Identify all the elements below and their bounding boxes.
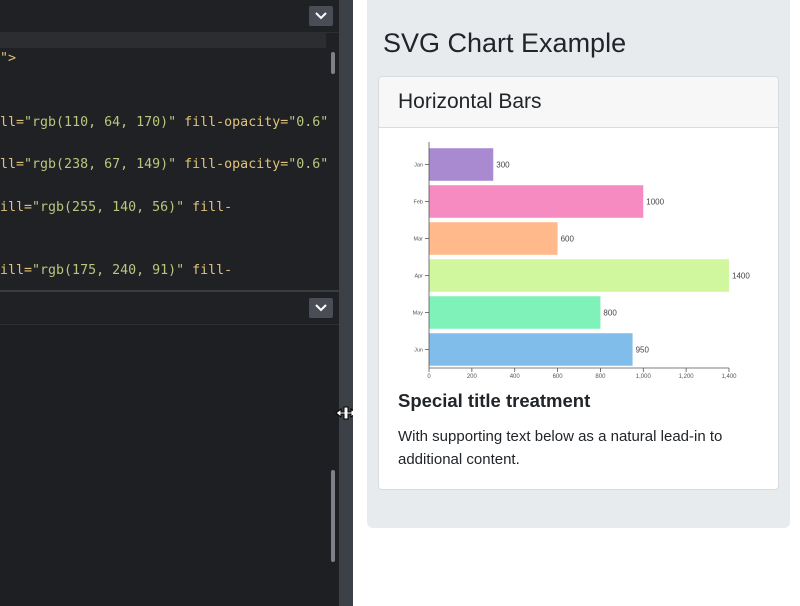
resize-gutter[interactable]: [339, 0, 353, 606]
collapse-pane-button[interactable]: [309, 6, 333, 26]
y-tick-label: Apr: [414, 274, 423, 280]
editor-scrollbar[interactable]: [331, 52, 335, 74]
y-tick-label: Jun: [414, 348, 423, 354]
chart-bar: [429, 333, 633, 366]
editor-pane-html: "> ll="rgb(110, 64, 170)" fill-opacity="…: [0, 0, 339, 290]
bar-value-label: 800: [603, 309, 617, 318]
y-tick-label: May: [413, 311, 424, 317]
bar-value-label: 1400: [732, 272, 750, 281]
code-line[interactable]: ll="rgb(238, 67, 149)" fill-opacity="0.6…: [0, 157, 329, 172]
editor-pane-header: [0, 292, 339, 325]
x-tick-label: 400: [510, 374, 521, 380]
x-tick-label: 0: [427, 374, 431, 380]
bar-value-label: 950: [636, 346, 650, 355]
chart-bar: [429, 259, 729, 292]
page-title: SVG Chart Example: [383, 28, 627, 58]
editor-scrollbar[interactable]: [331, 470, 335, 562]
chart-bar: [429, 222, 558, 255]
card-header-title: Horizontal Bars: [398, 90, 542, 113]
bar-value-label: 600: [561, 235, 575, 244]
x-tick-label: 1,400: [721, 374, 737, 380]
y-tick-label: Mar: [414, 237, 424, 243]
chevron-down-icon: [315, 12, 327, 20]
pane-divider[interactable]: [0, 290, 339, 292]
code-editor: "> ll="rgb(110, 64, 170)" fill-opacity="…: [0, 0, 339, 606]
x-tick-label: 200: [467, 374, 478, 380]
code-line[interactable]: ill="rgb(255, 140, 56)" fill-: [0, 200, 233, 215]
active-line-highlight: [0, 33, 326, 48]
editor-pane-css: [0, 292, 339, 606]
bar-value-label: 300: [496, 161, 510, 170]
horizontal-bar-chart: 300 Jan 1000 Feb 600 Mar 1400 Apr 800 May 950 Jun 0 2…: [413, 142, 750, 380]
code-line[interactable]: ill="rgb(175, 240, 91)" fill-: [0, 263, 233, 278]
code-line[interactable]: ">: [0, 51, 17, 66]
x-tick-label: 600: [553, 374, 564, 380]
chart-bar: [429, 296, 601, 329]
code-line[interactable]: ll="rgb(110, 64, 170)" fill-opacity="0.6…: [0, 115, 329, 130]
y-tick-label: Feb: [414, 200, 423, 206]
x-tick-label: 1,000: [636, 374, 652, 380]
chart-card: Horizontal Bars 300 Jan 1000 Feb 600 Mar 1400 A…: [378, 76, 779, 490]
preview-panel: SVG Chart Example Horizontal Bars 300 Jan…: [353, 0, 800, 606]
y-tick-label: Jan: [414, 163, 423, 169]
card-title: Special title treatment: [398, 390, 591, 411]
chevron-down-icon: [315, 304, 327, 312]
chart-bar: [429, 148, 494, 181]
collapse-pane-button[interactable]: [309, 298, 333, 318]
chart-bar: [429, 185, 644, 218]
card-header: Horizontal Bars: [379, 77, 778, 128]
card-text: With supporting text below as a natural …: [398, 428, 723, 468]
bar-value-label: 1000: [646, 198, 664, 207]
x-tick-label: 1,200: [679, 374, 695, 380]
x-tick-label: 800: [595, 374, 606, 380]
editor-pane-header: [0, 0, 339, 33]
